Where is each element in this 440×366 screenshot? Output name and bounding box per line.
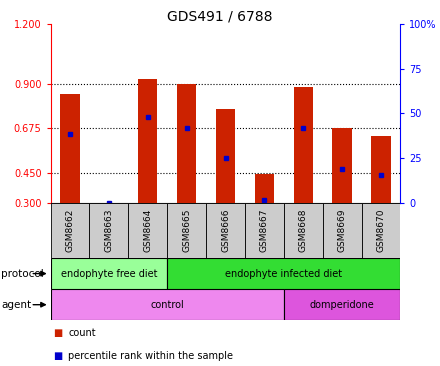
Bar [128,203,167,258]
Bar [245,203,284,258]
Text: percentile rank within the sample: percentile rank within the sample [68,351,233,361]
Text: GSM8665: GSM8665 [182,209,191,252]
Text: endophyte free diet: endophyte free diet [61,269,157,279]
Text: agent: agent [1,300,31,310]
Text: domperidone: domperidone [310,300,374,310]
Bar [167,203,206,258]
Bar [51,289,284,320]
Bar [60,94,80,203]
Text: GSM8670: GSM8670 [377,209,385,252]
Text: GSM8663: GSM8663 [104,209,114,252]
Bar [332,128,352,203]
Text: control: control [150,300,184,310]
Text: protocol: protocol [1,269,44,279]
Bar [51,258,167,289]
Text: GSM8662: GSM8662 [66,209,74,252]
Bar [323,203,362,258]
Bar [167,258,400,289]
Bar [177,83,196,203]
Bar [255,174,274,203]
Text: ■: ■ [53,328,62,337]
Text: GSM8664: GSM8664 [143,209,152,252]
Text: GSM8666: GSM8666 [221,209,230,252]
Bar [293,86,313,203]
Bar [206,203,245,258]
Bar [284,289,400,320]
Bar [89,203,128,258]
Bar [216,109,235,203]
Bar [284,203,323,258]
Text: GSM8669: GSM8669 [337,209,347,252]
Text: GSM8668: GSM8668 [299,209,308,252]
Text: GSM8667: GSM8667 [260,209,269,252]
Bar [51,203,89,258]
Text: ■: ■ [53,351,62,361]
Bar [371,137,391,203]
Bar [362,203,400,258]
Text: GDS491 / 6788: GDS491 / 6788 [167,9,273,23]
Bar [138,79,158,203]
Text: endophyte infected diet: endophyte infected diet [225,269,342,279]
Text: count: count [68,328,96,337]
